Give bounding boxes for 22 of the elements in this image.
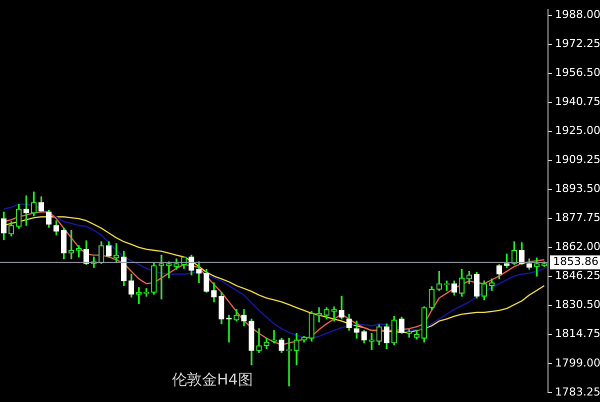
y-tick-label: 1972.25	[555, 37, 600, 50]
candlestick	[286, 338, 292, 386]
candlestick	[226, 314, 232, 342]
y-tick-label: 1893.50	[555, 182, 600, 196]
y-tick-label: 1956.50	[555, 66, 600, 80]
text: 伦敦金H4图	[172, 370, 253, 388]
candlestick	[271, 330, 277, 344]
y-tick-label: 1862.00	[555, 240, 600, 254]
ref-line-label: 1853.86	[553, 255, 598, 268]
y-tick-label: 1830.50	[555, 298, 600, 312]
candlestick	[354, 320, 360, 338]
candlestick	[256, 328, 262, 353]
y-tick-label: 1909.25	[555, 153, 600, 166]
y-tick-label: 1877.75	[555, 211, 600, 224]
y-tick-label: 1988.00	[555, 8, 600, 22]
y-tick-label: 1783.25	[555, 385, 600, 398]
candlestick	[331, 306, 337, 322]
y-tick-label: 1814.75	[555, 327, 600, 340]
y-tick-label: 1846.25	[555, 269, 600, 282]
y-tick-label: 1940.75	[555, 95, 600, 108]
y-tick-label: 1925.00	[555, 124, 600, 138]
y-tick-label: 1799.00	[555, 356, 600, 370]
